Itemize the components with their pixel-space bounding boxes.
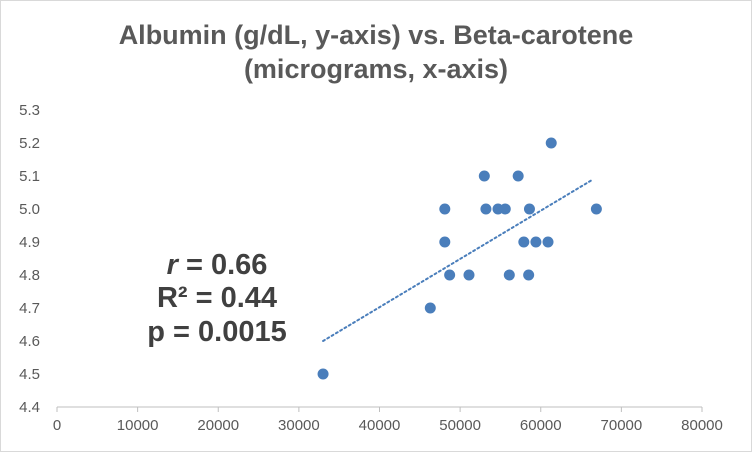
- y-tick-label: 5.3: [19, 102, 40, 119]
- y-tick-label: 4.6: [19, 333, 40, 350]
- y-tick-label: 5.0: [19, 201, 40, 218]
- trendline: [322, 178, 595, 342]
- data-point: [590, 203, 602, 215]
- data-point: [478, 170, 490, 182]
- data-point: [530, 236, 542, 248]
- y-tick-label: 4.4: [19, 399, 40, 416]
- x-tick-label: 30000: [278, 417, 320, 434]
- x-tick-label: 70000: [601, 417, 643, 434]
- y-tick-label: 4.9: [19, 234, 40, 251]
- data-point: [545, 137, 557, 149]
- annotation-r: r = 0.66: [167, 249, 268, 281]
- data-point: [439, 203, 451, 215]
- data-point: [523, 269, 535, 281]
- x-tick-label: 20000: [197, 417, 239, 434]
- y-tick-label: 5.1: [19, 168, 40, 185]
- annotation-p-value: p = 0.0015: [147, 316, 286, 348]
- data-point: [480, 203, 492, 215]
- data-point: [463, 269, 475, 281]
- data-point: [542, 236, 554, 248]
- trendline-group: [322, 178, 595, 342]
- x-tick-label: 40000: [359, 417, 401, 434]
- annotation-r-value: = 0.66: [178, 249, 268, 281]
- annotation-r-symbol: r: [167, 249, 180, 281]
- data-point: [439, 236, 451, 248]
- chart-title: Albumin (g/dL, y-axis) vs. Beta-carotene…: [0, 18, 752, 86]
- data-point: [518, 236, 530, 248]
- x-tick-label: 60000: [520, 417, 562, 434]
- annotation-r-squared: R² = 0.44: [157, 282, 277, 314]
- y-tick-label: 5.2: [19, 135, 40, 152]
- data-point: [499, 203, 511, 215]
- data-point: [523, 203, 535, 215]
- y-tick-label: 4.5: [19, 366, 40, 383]
- y-tick-label: 4.8: [19, 267, 40, 284]
- y-tick-label: 4.7: [19, 300, 40, 317]
- x-tick-label: 50000: [439, 417, 481, 434]
- x-tick-label: 80000: [681, 417, 723, 434]
- data-points: [317, 137, 602, 380]
- data-point: [512, 170, 524, 182]
- chart-title-line-1: Albumin (g/dL, y-axis) vs. Beta-carotene: [118, 20, 634, 50]
- y-axis: 4.4 4.5 4.6 4.7 4.8 4.9 5.0 5.1 5.2 5.3: [19, 102, 40, 416]
- data-point: [503, 269, 515, 281]
- data-point: [317, 368, 329, 380]
- chart-title-line-2: (micrograms, x-axis): [243, 54, 509, 84]
- data-point: [444, 269, 456, 281]
- x-axis: 0 10000 20000 30000 40000 50000 60000 70000 8000…: [53, 406, 723, 434]
- x-tick-label: 0: [53, 417, 61, 434]
- data-point: [424, 302, 436, 314]
- x-tick-label: 10000: [117, 417, 159, 434]
